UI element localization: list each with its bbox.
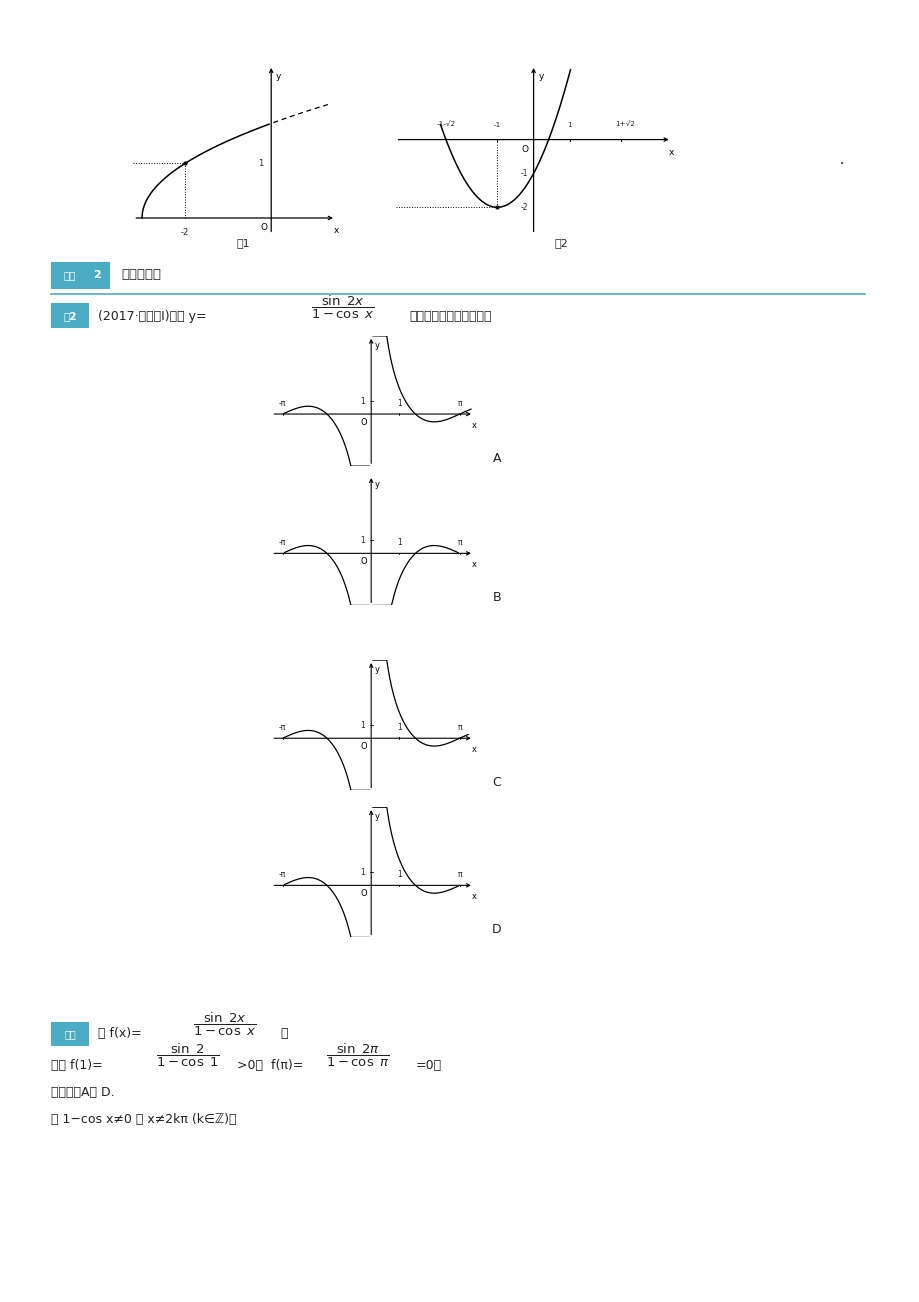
Text: .: . xyxy=(838,150,844,168)
Text: -1-√2: -1-√2 xyxy=(436,121,455,128)
Text: (2017·全国卷Ⅰ)函数 y=: (2017·全国卷Ⅰ)函数 y= xyxy=(97,310,206,323)
Text: x: x xyxy=(471,560,476,569)
Text: B: B xyxy=(492,591,501,604)
Text: O: O xyxy=(520,145,528,154)
Text: y: y xyxy=(375,812,380,822)
Text: O: O xyxy=(360,557,367,566)
Text: 1: 1 xyxy=(567,121,572,128)
Text: 1+√2: 1+√2 xyxy=(614,121,634,128)
Text: 1: 1 xyxy=(360,536,365,544)
Text: 令 f(x)=: 令 f(x)= xyxy=(98,1027,142,1040)
Text: 2: 2 xyxy=(93,271,101,280)
Text: 例2: 例2 xyxy=(63,311,76,320)
Text: 考点: 考点 xyxy=(63,271,76,280)
Text: x: x xyxy=(334,227,339,236)
Text: A: A xyxy=(492,452,501,465)
Text: 1: 1 xyxy=(397,538,402,547)
Text: π: π xyxy=(457,870,461,879)
Text: $\dfrac{\sin\ 2x}{1-\cos\ x}$: $\dfrac{\sin\ 2x}{1-\cos\ x}$ xyxy=(193,1012,256,1038)
Text: π: π xyxy=(457,398,461,408)
Text: x: x xyxy=(668,148,674,158)
Text: 图1: 图1 xyxy=(237,238,250,249)
Text: 1: 1 xyxy=(258,159,263,168)
Text: π: π xyxy=(457,538,461,547)
Text: -1: -1 xyxy=(520,169,528,178)
Text: 因为 f(1)=: 因为 f(1)= xyxy=(51,1059,102,1072)
Text: y: y xyxy=(375,480,380,490)
Text: 识图与辨图: 识图与辨图 xyxy=(121,268,161,281)
Text: D: D xyxy=(492,923,501,936)
Text: 解析: 解析 xyxy=(64,1029,75,1039)
Text: y: y xyxy=(275,72,280,81)
Text: 所以排除A， D.: 所以排除A， D. xyxy=(51,1086,114,1099)
Text: 1: 1 xyxy=(360,397,365,405)
Text: O: O xyxy=(360,889,367,898)
Text: $\dfrac{\sin\ 2x}{1-\cos\ x}$: $\dfrac{\sin\ 2x}{1-\cos\ x}$ xyxy=(311,294,374,320)
Text: $\dfrac{\sin\ 2}{1-\cos\ 1}$: $\dfrac{\sin\ 2}{1-\cos\ 1}$ xyxy=(156,1043,220,1069)
Text: ，: ， xyxy=(280,1027,288,1040)
Text: y: y xyxy=(375,665,380,674)
Text: 1: 1 xyxy=(360,868,365,876)
Text: $\dfrac{\sin\ 2\pi}{1-\cos\ \pi}$: $\dfrac{\sin\ 2\pi}{1-\cos\ \pi}$ xyxy=(325,1043,389,1069)
Text: 图2: 图2 xyxy=(554,238,567,249)
Text: -2: -2 xyxy=(181,228,189,237)
Text: O: O xyxy=(360,742,367,751)
Text: 1: 1 xyxy=(397,398,402,408)
Text: -π: -π xyxy=(278,870,286,879)
Text: >0，  f(π)=: >0， f(π)= xyxy=(237,1059,303,1072)
Text: 1: 1 xyxy=(397,723,402,732)
Text: -2: -2 xyxy=(520,203,528,212)
Text: y: y xyxy=(539,72,544,81)
Text: x: x xyxy=(471,892,476,901)
Text: 1: 1 xyxy=(397,870,402,879)
Text: x: x xyxy=(471,421,476,430)
Text: x: x xyxy=(471,745,476,754)
Text: -1: -1 xyxy=(494,121,500,128)
Text: O: O xyxy=(260,223,267,232)
Text: -π: -π xyxy=(278,538,286,547)
Text: O: O xyxy=(360,418,367,427)
Text: 1: 1 xyxy=(360,721,365,729)
Text: -π: -π xyxy=(278,723,286,732)
Text: =0，: =0， xyxy=(415,1059,441,1072)
Text: y: y xyxy=(375,341,380,350)
Text: 的部分图象大致为（　）: 的部分图象大致为（ ） xyxy=(409,310,492,323)
Text: -π: -π xyxy=(278,398,286,408)
Text: 由 1−cos x≠0 得 x≠2kπ (k∈ℤ)，: 由 1−cos x≠0 得 x≠2kπ (k∈ℤ)， xyxy=(51,1113,236,1126)
Text: C: C xyxy=(492,776,501,789)
Text: π: π xyxy=(457,723,461,732)
